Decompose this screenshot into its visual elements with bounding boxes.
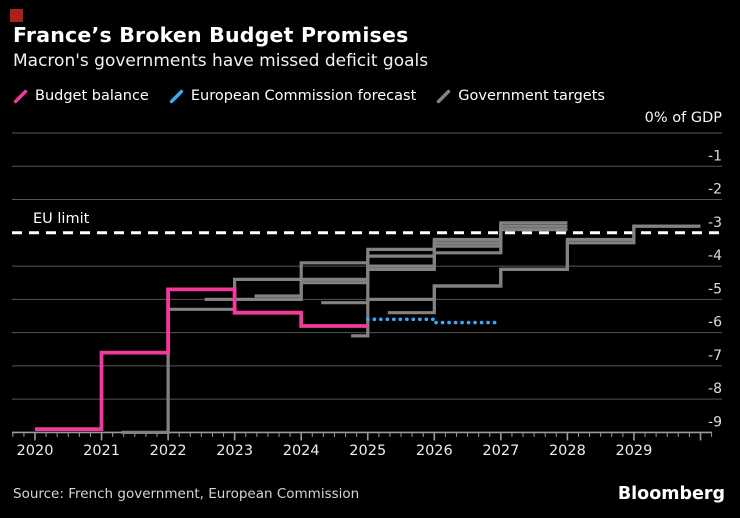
source-text: Source: French government, European Comm… (13, 486, 360, 502)
svg-text:2028: 2028 (549, 443, 586, 459)
svg-text:-9: -9 (708, 414, 722, 430)
svg-text:-5: -5 (708, 281, 722, 297)
svg-text:2027: 2027 (482, 443, 519, 459)
svg-text:2026: 2026 (416, 443, 453, 459)
legend-marker-ec-forecast-icon (169, 89, 184, 103)
chart-subtitle: Macron's governments have missed deficit… (13, 51, 429, 71)
y-axis-labels: -1 -2 -3 -4 -5 -6 -7 -8 -9 (708, 148, 722, 430)
unit-label: 0% of GDP (645, 110, 723, 126)
svg-text:-6: -6 (708, 315, 722, 331)
svg-text:-4: -4 (708, 248, 722, 264)
svg-text:-8: -8 (708, 381, 722, 397)
chart-legend: Budget balance European Commission forec… (13, 88, 605, 104)
chart-title: France’s Broken Budget Promises (13, 23, 409, 47)
svg-text:2020: 2020 (17, 443, 54, 459)
series-government-target-april-2025-plan (387, 224, 701, 315)
legend-item-budget-balance: Budget balance (13, 88, 149, 104)
svg-text:-1: -1 (708, 148, 722, 164)
legend-item-government-targets: Government targets (436, 88, 605, 104)
svg-text:2024: 2024 (283, 443, 320, 459)
legend-label: Budget balance (35, 88, 149, 104)
bloomberg-logo: Bloomberg (617, 484, 725, 504)
chart-plot-area: 2020 2021 2022 2023 2024 2025 2026 2027 2028 2029… (12, 110, 723, 459)
series-government-target-april-2021-plan (121, 224, 568, 434)
series-budget-balance (35, 287, 368, 432)
bloomberg-red-square (10, 9, 23, 22)
svg-text:2025: 2025 (349, 443, 386, 459)
x-axis-ticks (12, 432, 713, 441)
series-government-target-october-2024-plan (351, 224, 701, 338)
legend-marker-budget-balance-icon (13, 89, 28, 103)
series-government-target-april-2024-plan (321, 227, 568, 305)
svg-text:2023: 2023 (216, 443, 253, 459)
svg-text:-7: -7 (708, 348, 722, 364)
svg-text:-2: -2 (708, 182, 722, 198)
svg-text:2022: 2022 (150, 443, 187, 459)
series-european-commission-forecast (365, 317, 503, 325)
x-axis-labels: 2020 2021 2022 2023 2024 2025 2026 2027 2028 2029 (17, 443, 653, 459)
eu-limit-label: EU limit (33, 211, 90, 227)
svg-text:2029: 2029 (615, 443, 652, 459)
series-government-target-july-2022-plan (204, 227, 568, 301)
legend-label: European Commission forecast (190, 88, 417, 104)
legend-item-ec-forecast: European Commission forecast (169, 88, 416, 104)
svg-text:-3: -3 (708, 215, 722, 231)
gridlines (12, 132, 722, 400)
svg-text:2021: 2021 (83, 443, 120, 459)
legend-marker-government-targets-icon (437, 89, 451, 103)
legend-label: Government targets (458, 88, 605, 104)
